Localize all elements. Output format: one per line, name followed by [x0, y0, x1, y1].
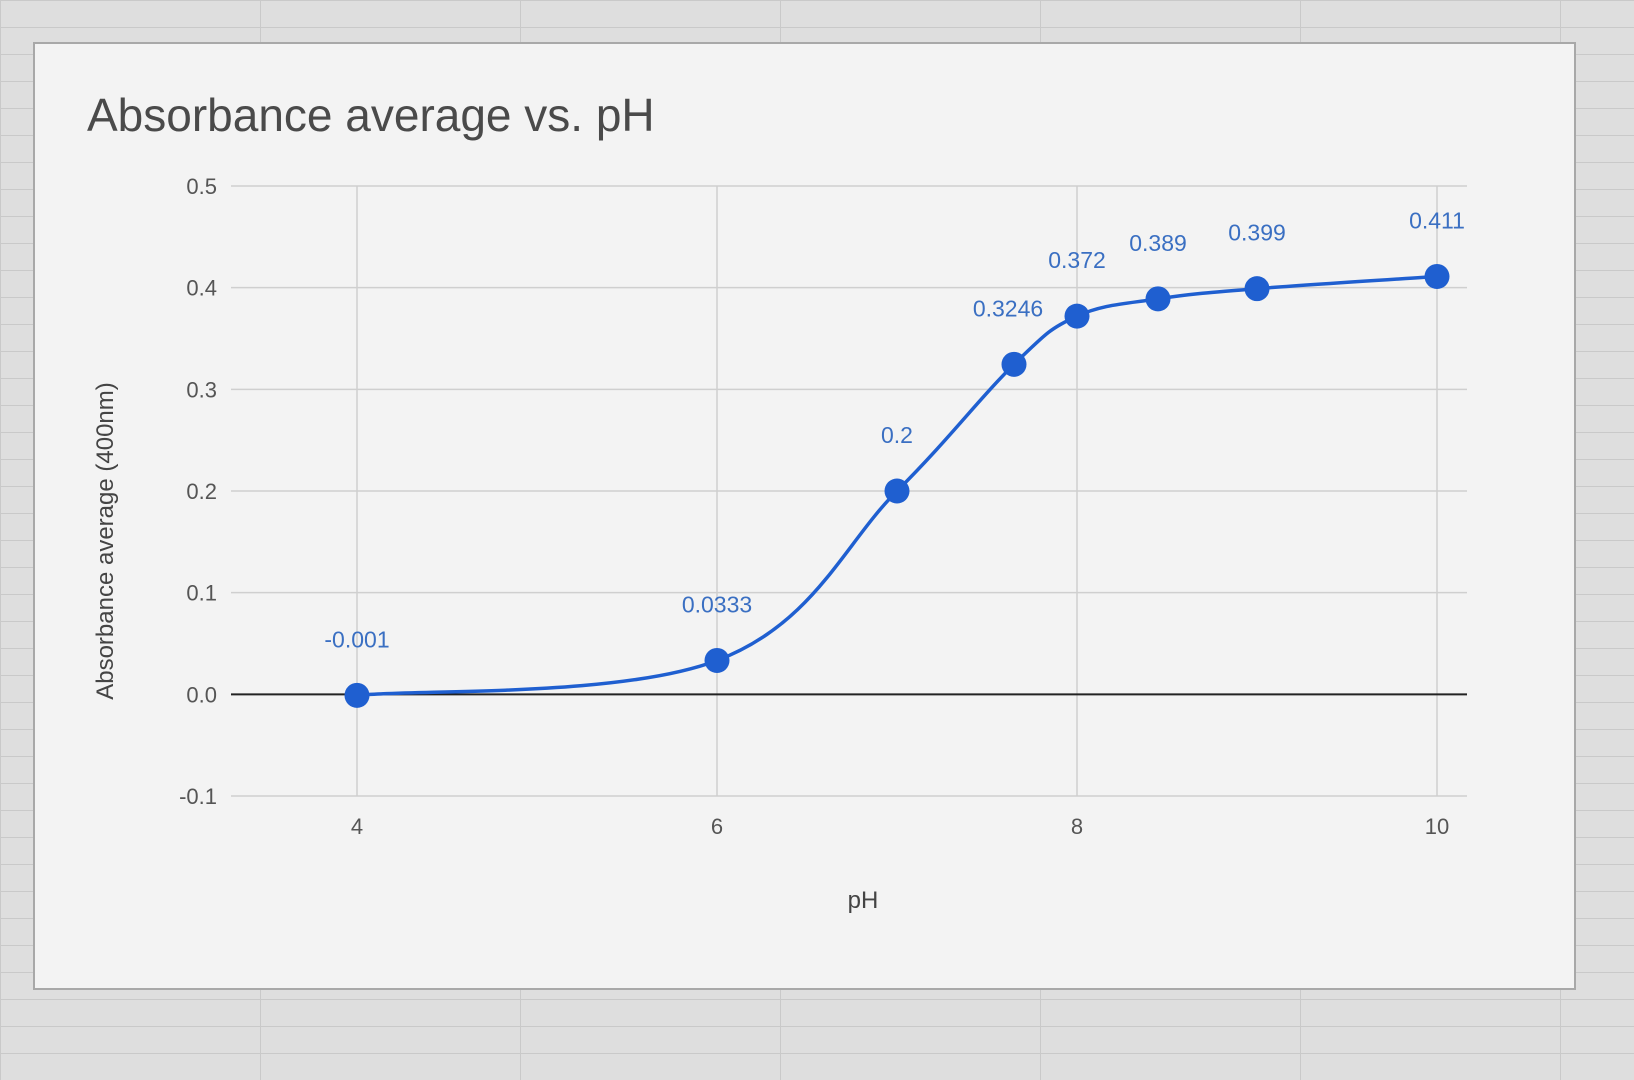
- data-label: 0.372: [1048, 247, 1106, 273]
- data-label: 0.2: [881, 422, 913, 448]
- y-tick-label: -0.1: [179, 784, 217, 809]
- y-tick-label: 0.2: [186, 479, 217, 504]
- y-tick-label: 0.1: [186, 581, 217, 606]
- data-label: 0.411: [1409, 207, 1465, 233]
- series-line: [356, 274, 1438, 698]
- chart-svg: 0.5 0.4 0.3 0.2 0.1 0.0 -0.1 4 6 8 10 pH Absorbance …: [92, 174, 1467, 914]
- chart-card: Absorbance average vs. pH 0.5 0.4 0.3 0.2 0.…: [33, 42, 1576, 990]
- data-label: -0.001: [324, 626, 389, 652]
- y-axis-label: Absorbance average (400nm): [92, 382, 119, 700]
- data-point: [1064, 303, 1090, 329]
- series-layer: [344, 263, 1450, 708]
- x-tick-label: 8: [1071, 814, 1083, 839]
- x-tick-label: 6: [711, 814, 723, 839]
- x-axis-label: pH: [848, 887, 879, 914]
- data-label: 0.0333: [682, 591, 752, 617]
- data-point: [884, 478, 910, 504]
- axis-layer: 0.5 0.4 0.3 0.2 0.1 0.0 -0.1 4 6 8 10 pH Absorbance …: [92, 174, 1467, 914]
- data-point: [344, 682, 370, 708]
- data-label: 0.3246: [973, 295, 1043, 321]
- y-tick-label: 0.3: [186, 377, 217, 402]
- data-point: [704, 647, 730, 673]
- data-label: 0.399: [1228, 220, 1286, 246]
- x-tick-label: 4: [351, 814, 363, 839]
- x-tick-label: 10: [1425, 814, 1449, 839]
- y-tick-label: 0.5: [186, 174, 217, 199]
- data-point: [1001, 351, 1027, 377]
- data-label: 0.389: [1129, 230, 1187, 256]
- grid-layer: [231, 185, 1467, 797]
- data-point: [1424, 263, 1450, 289]
- chart-title: Absorbance average vs. pH: [87, 89, 655, 141]
- y-tick-label: 0.4: [186, 276, 217, 301]
- data-point: [1244, 276, 1270, 302]
- y-tick-label: 0.0: [186, 682, 217, 707]
- data-point: [1145, 286, 1171, 312]
